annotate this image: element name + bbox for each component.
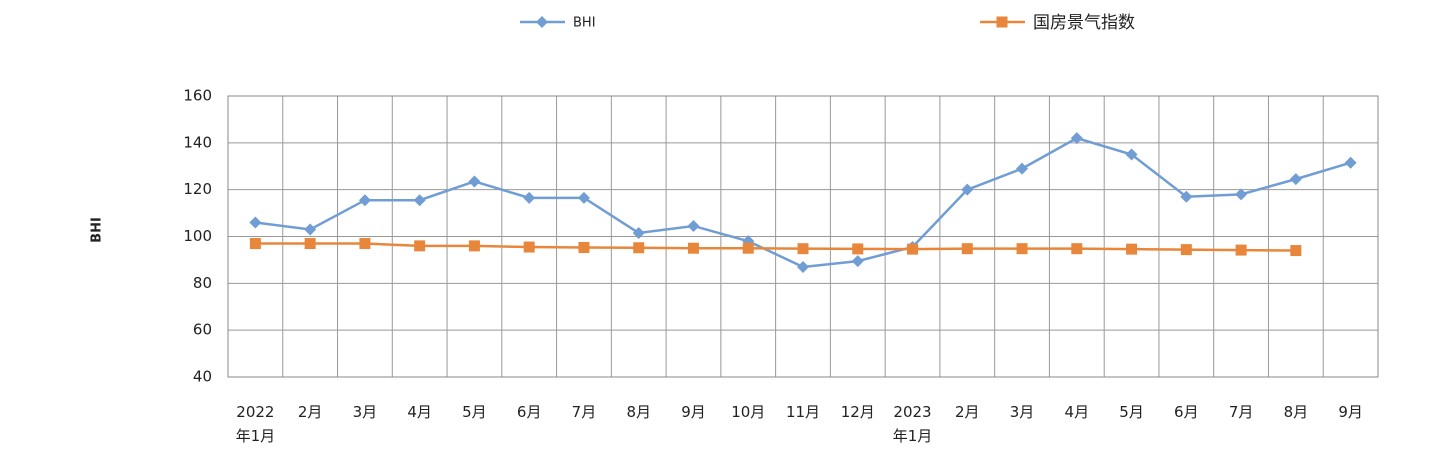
data-point: [633, 242, 645, 254]
data-point: [577, 191, 590, 204]
plot-frame: [227, 95, 1379, 378]
data-point: [413, 194, 426, 207]
data-point: [851, 255, 864, 268]
data-point: [358, 194, 371, 207]
y-tick-label: 40: [193, 368, 212, 386]
data-point: [578, 242, 590, 254]
x-tick-label: 4月: [407, 403, 432, 421]
y-tick-label: 160: [183, 87, 212, 105]
data-point: [1290, 245, 1302, 257]
y-tick-label: 80: [193, 274, 212, 292]
data-point: [852, 243, 864, 255]
data-point: [1235, 188, 1248, 201]
data-point: [1125, 148, 1138, 161]
data-point: [359, 238, 371, 250]
y-tick-label: 100: [183, 227, 212, 245]
x-tick-label: 8月: [626, 403, 651, 421]
data-point: [1016, 162, 1029, 175]
x-tick-label: 9月: [1338, 403, 1363, 421]
data-point: [1180, 244, 1192, 256]
x-tick-label: 3月: [1010, 403, 1035, 421]
data-point: [249, 216, 262, 229]
x-tick-label: 5月: [462, 403, 487, 421]
data-point: [797, 243, 809, 255]
data-point: [304, 223, 317, 236]
x-tick-label: 6月: [1174, 403, 1199, 421]
x-tick-label: 2022 年1月: [236, 403, 276, 445]
data-point: [742, 242, 754, 254]
data-point: [961, 243, 973, 255]
legend-marker: [536, 16, 548, 28]
x-tick-label: 10月: [731, 403, 765, 421]
x-tick-label: 3月: [353, 403, 378, 421]
data-point: [523, 241, 535, 253]
data-point: [961, 183, 974, 196]
x-tick-label: 12月: [841, 403, 875, 421]
data-point: [414, 240, 426, 252]
data-point: [468, 175, 481, 188]
y-tick-label: 120: [183, 180, 212, 198]
legend-label: 国房景气指数: [1033, 13, 1135, 33]
data-point: [687, 219, 700, 232]
x-tick-label: 7月: [572, 403, 597, 421]
x-tick-label: 8月: [1284, 403, 1309, 421]
data-point: [1126, 243, 1138, 255]
data-point: [1344, 156, 1357, 169]
data-point: [523, 191, 536, 204]
data-point: [687, 242, 699, 254]
x-tick-label: 11月: [786, 403, 820, 421]
data-point: [1016, 243, 1028, 255]
y-tick-label: 60: [193, 321, 212, 339]
x-tick-label: 9月: [681, 403, 706, 421]
x-tick-label: 5月: [1119, 403, 1144, 421]
data-point: [1071, 243, 1083, 255]
x-tick-label: 7月: [1229, 403, 1254, 421]
legend-label: BHI: [573, 16, 596, 31]
data-point: [1070, 132, 1083, 145]
x-tick-label: 4月: [1065, 403, 1090, 421]
data-point: [249, 238, 261, 250]
data-point: [468, 240, 480, 252]
y-axis-label: BHI: [90, 217, 105, 243]
data-point: [1289, 173, 1302, 186]
data-point: [1180, 190, 1193, 203]
legend-marker: [996, 16, 1008, 28]
series-line: [255, 242, 1296, 252]
data-point: [797, 260, 809, 273]
data-point: [907, 243, 919, 255]
data-point: [632, 226, 645, 239]
x-tick-label: 2月: [298, 403, 323, 421]
x-tick-label: 2月: [955, 403, 980, 421]
y-tick-label: 140: [183, 133, 212, 151]
data-point: [304, 238, 316, 250]
x-tick-label: 6月: [517, 403, 542, 421]
x-tick-label: 2023 年1月: [893, 403, 933, 445]
data-point: [1235, 244, 1247, 256]
